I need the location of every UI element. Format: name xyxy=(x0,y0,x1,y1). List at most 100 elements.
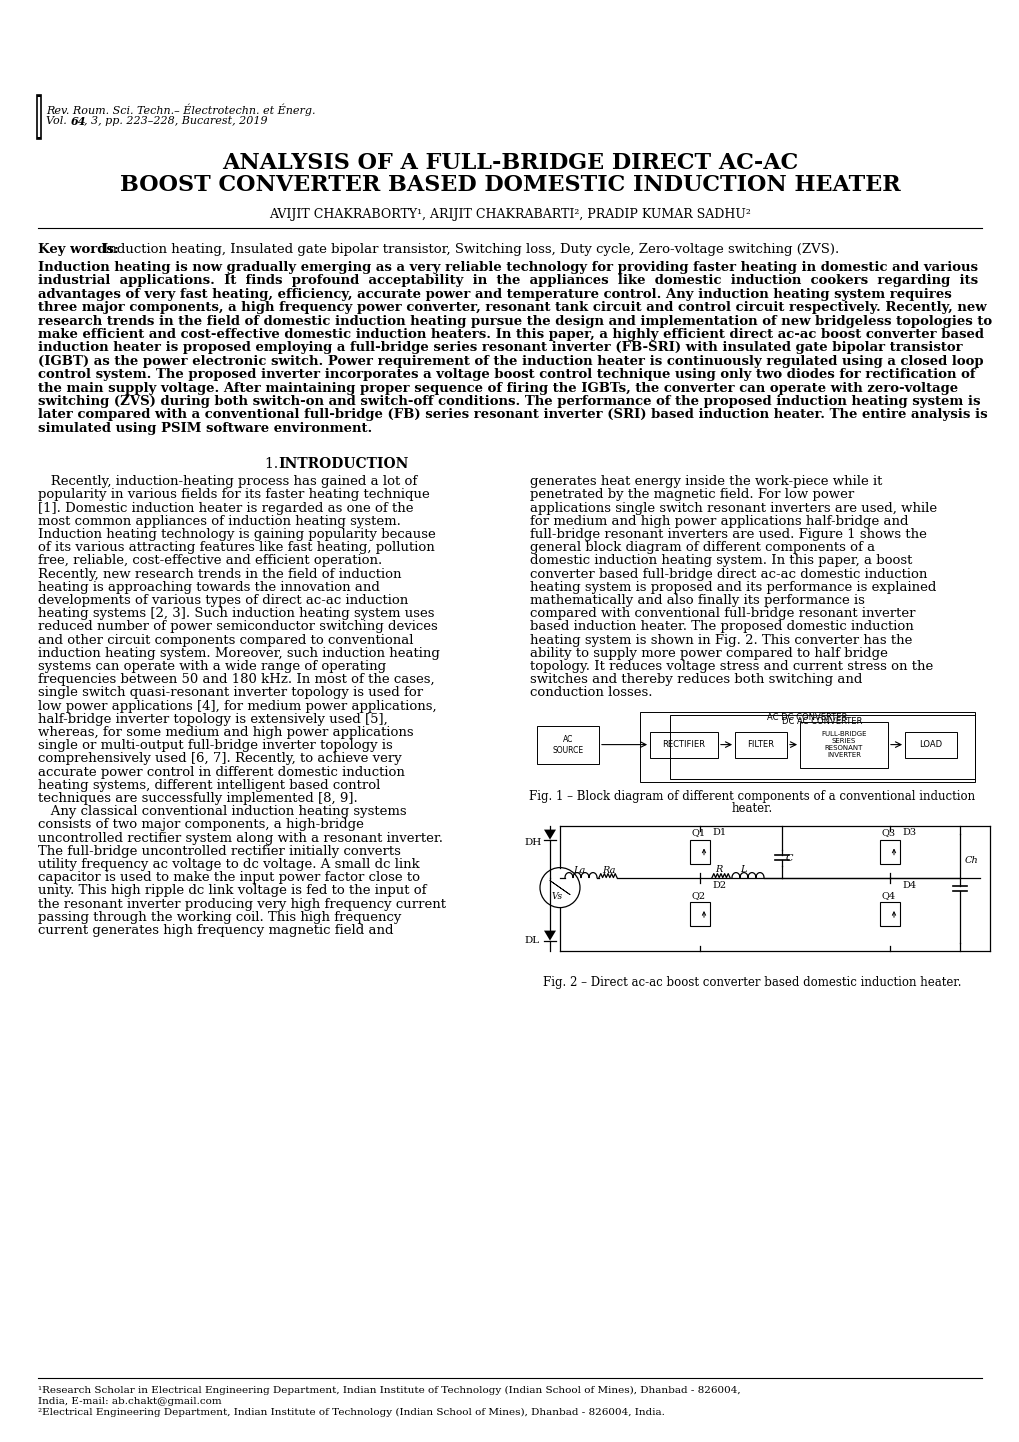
Bar xyxy=(879,839,899,864)
Text: the resonant inverter producing very high frequency current: the resonant inverter producing very hig… xyxy=(38,897,445,910)
Text: Fig. 1 – Block diagram of different components of a conventional induction: Fig. 1 – Block diagram of different comp… xyxy=(529,790,974,803)
Text: (IGBT) as the power electronic switch. Power requirement of the induction heater: (IGBT) as the power electronic switch. P… xyxy=(38,355,982,368)
Polygon shape xyxy=(543,930,555,940)
Text: half-bridge inverter topology is extensively used [5],: half-bridge inverter topology is extensi… xyxy=(38,712,387,725)
Text: uncontrolled rectifier system along with a resonant inverter.: uncontrolled rectifier system along with… xyxy=(38,832,442,845)
Text: general block diagram of different components of a: general block diagram of different compo… xyxy=(530,541,874,554)
Text: FULL-BRIDGE
SERIES
RESONANT
INVERTER: FULL-BRIDGE SERIES RESONANT INVERTER xyxy=(820,731,866,758)
Text: industrial  applications.  It  finds  profound  acceptability  in  the  applianc: industrial applications. It finds profou… xyxy=(38,274,977,287)
Text: mathematically and also finally its performance is: mathematically and also finally its perf… xyxy=(530,594,864,607)
Text: FILTER: FILTER xyxy=(747,740,773,748)
Text: 64: 64 xyxy=(71,115,87,127)
Text: Any classical conventional induction heating systems: Any classical conventional induction hea… xyxy=(38,805,407,818)
Polygon shape xyxy=(543,829,555,839)
Text: applications single switch resonant inverters are used, while: applications single switch resonant inve… xyxy=(530,502,936,515)
Bar xyxy=(735,731,787,757)
Text: Induction heating technology is gaining popularity because: Induction heating technology is gaining … xyxy=(38,528,435,541)
Text: induction heating system. Moreover, such induction heating: induction heating system. Moreover, such… xyxy=(38,647,439,660)
Text: heating systems [2, 3]. Such induction heating system uses: heating systems [2, 3]. Such induction h… xyxy=(38,607,434,620)
Text: LOAD: LOAD xyxy=(918,740,942,748)
Text: ANALYSIS OF A FULL-BRIDGE DIRECT AC-AC: ANALYSIS OF A FULL-BRIDGE DIRECT AC-AC xyxy=(222,151,797,174)
Text: and other circuit components compared to conventional: and other circuit components compared to… xyxy=(38,633,413,646)
Text: D4: D4 xyxy=(901,881,915,890)
Text: Recently, new research trends in the field of induction: Recently, new research trends in the fie… xyxy=(38,568,401,581)
Bar xyxy=(904,731,956,757)
Text: research trends in the field of domestic induction heating pursue the design and: research trends in the field of domestic… xyxy=(38,314,991,327)
Text: comprehensively used [6, 7]. Recently, to achieve very: comprehensively used [6, 7]. Recently, t… xyxy=(38,753,401,766)
Text: later compared with a conventional full-bridge (FB) series resonant inverter (SR: later compared with a conventional full-… xyxy=(38,408,986,421)
Text: three major components, a high frequency power converter, resonant tank circuit : three major components, a high frequency… xyxy=(38,301,985,314)
Bar xyxy=(639,711,974,782)
Bar xyxy=(536,725,598,764)
Text: INTRODUCTION: INTRODUCTION xyxy=(278,457,408,472)
Bar xyxy=(689,839,709,864)
Text: penetrated by the magnetic field. For low power: penetrated by the magnetic field. For lo… xyxy=(530,489,854,502)
Text: R: R xyxy=(714,865,721,874)
Text: DH: DH xyxy=(524,838,541,846)
Bar xyxy=(37,95,41,97)
Text: current generates high frequency magnetic field and: current generates high frequency magneti… xyxy=(38,924,393,937)
Text: frequencies between 50 and 180 kHz. In most of the cases,: frequencies between 50 and 180 kHz. In m… xyxy=(38,673,434,686)
Text: switching (ZVS) during both switch-on and switch-off conditions. The performance: switching (ZVS) during both switch-on an… xyxy=(38,395,979,408)
Bar xyxy=(649,731,717,757)
Text: D3: D3 xyxy=(901,828,915,836)
Text: compared with conventional full-bridge resonant inverter: compared with conventional full-bridge r… xyxy=(530,607,915,620)
Text: simulated using PSIM software environment.: simulated using PSIM software environmen… xyxy=(38,423,372,435)
Text: switches and thereby reduces both switching and: switches and thereby reduces both switch… xyxy=(530,673,861,686)
Text: 1.: 1. xyxy=(265,457,282,472)
Text: advantages of very fast heating, efficiency, accurate power and temperature cont: advantages of very fast heating, efficie… xyxy=(38,288,951,301)
Text: DC AC CONVERTER: DC AC CONVERTER xyxy=(782,717,862,725)
Text: popularity in various fields for its faster heating technique: popularity in various fields for its fas… xyxy=(38,489,429,502)
Text: Q3: Q3 xyxy=(881,828,896,836)
Text: Induction heating is now gradually emerging as a very reliable technology for pr: Induction heating is now gradually emerg… xyxy=(38,261,977,274)
Text: RECTIFIER: RECTIFIER xyxy=(662,740,705,748)
Text: The full-bridge uncontrolled rectifier initially converts: The full-bridge uncontrolled rectifier i… xyxy=(38,845,400,858)
Text: utility frequency ac voltage to dc voltage. A small dc link: utility frequency ac voltage to dc volta… xyxy=(38,858,420,871)
Text: full-bridge resonant inverters are used. Figure 1 shows the: full-bridge resonant inverters are used.… xyxy=(530,528,926,541)
Text: [1]. Domestic induction heater is regarded as one of the: [1]. Domestic induction heater is regard… xyxy=(38,502,413,515)
Text: Key words:: Key words: xyxy=(38,244,123,257)
Text: based induction heater. The proposed domestic induction: based induction heater. The proposed dom… xyxy=(530,620,913,633)
Text: passing through the working coil. This high frequency: passing through the working coil. This h… xyxy=(38,911,401,924)
Text: whereas, for some medium and high power applications: whereas, for some medium and high power … xyxy=(38,725,414,738)
Text: Vs: Vs xyxy=(551,891,562,901)
Text: heating system is proposed and its performance is explained: heating system is proposed and its perfo… xyxy=(530,581,935,594)
Bar xyxy=(669,715,974,779)
Text: DL: DL xyxy=(524,936,539,945)
Bar xyxy=(689,903,709,926)
Text: Q4: Q4 xyxy=(881,891,896,900)
Text: Q1: Q1 xyxy=(691,828,705,836)
Text: induction heater is proposed employing a full-bridge series resonant inverter (F: induction heater is proposed employing a… xyxy=(38,342,962,355)
Text: ²Electrical Engineering Department, Indian Institute of Technology (Indian Schoo: ²Electrical Engineering Department, Indi… xyxy=(38,1407,664,1417)
Text: L: L xyxy=(739,865,746,874)
Text: most common appliances of induction heating system.: most common appliances of induction heat… xyxy=(38,515,400,528)
Text: the main supply voltage. After maintaining proper sequence of firing the IGBTs, : the main supply voltage. After maintaini… xyxy=(38,382,957,395)
Text: developments of various types of direct ac-ac induction: developments of various types of direct … xyxy=(38,594,408,607)
Text: domestic induction heating system. In this paper, a boost: domestic induction heating system. In th… xyxy=(530,554,911,567)
Text: conduction losses.: conduction losses. xyxy=(530,686,652,699)
Text: ability to supply more power compared to half bridge: ability to supply more power compared to… xyxy=(530,647,887,660)
Text: heating is approaching towards the innovation and: heating is approaching towards the innov… xyxy=(38,581,379,594)
Text: for medium and high power applications half-bridge and: for medium and high power applications h… xyxy=(530,515,908,528)
Text: of its various attracting features like fast heating, pollution: of its various attracting features like … xyxy=(38,541,434,554)
Text: AC
SOURCE: AC SOURCE xyxy=(552,734,583,754)
Text: consists of two major components, a high-bridge: consists of two major components, a high… xyxy=(38,819,364,832)
Text: low power applications [4], for medium power applications,: low power applications [4], for medium p… xyxy=(38,699,436,712)
Text: , 3, pp. 223–228, Bucarest, 2019: , 3, pp. 223–228, Bucarest, 2019 xyxy=(84,115,267,125)
Text: systems can operate with a wide range of operating: systems can operate with a wide range of… xyxy=(38,660,386,673)
Text: single or multi-output full-bridge inverter topology is: single or multi-output full-bridge inver… xyxy=(38,740,392,753)
Bar xyxy=(799,721,888,767)
Text: single switch quasi-resonant inverter topology is used for: single switch quasi-resonant inverter to… xyxy=(38,686,423,699)
Text: Fig. 2 – Direct ac-ac boost converter based domestic induction heater.: Fig. 2 – Direct ac-ac boost converter ba… xyxy=(542,976,960,989)
Text: ¹Research Scholar in Electrical Engineering Department, Indian Institute of Tech: ¹Research Scholar in Electrical Engineer… xyxy=(38,1386,740,1394)
Text: Induction heating, Insulated gate bipolar transistor, Switching loss, Duty cycle: Induction heating, Insulated gate bipola… xyxy=(103,244,839,257)
Text: make efficient and cost-effective domestic induction heaters. In this paper, a h: make efficient and cost-effective domest… xyxy=(38,327,983,340)
Text: generates heat energy inside the work-piece while it: generates heat energy inside the work-pi… xyxy=(530,476,881,489)
Text: Recently, induction-heating process has gained a lot of: Recently, induction-heating process has … xyxy=(38,476,417,489)
Text: topology. It reduces voltage stress and current stress on the: topology. It reduces voltage stress and … xyxy=(530,660,932,673)
Text: AC DC CONVERTER: AC DC CONVERTER xyxy=(766,712,847,721)
Text: free, reliable, cost-effective and efficient operation.: free, reliable, cost-effective and effic… xyxy=(38,554,382,567)
Text: heating system is shown in Fig. 2. This converter has the: heating system is shown in Fig. 2. This … xyxy=(530,633,911,646)
Text: control system. The proposed inverter incorporates a voltage boost control techn: control system. The proposed inverter in… xyxy=(38,368,974,381)
Bar xyxy=(37,137,41,138)
